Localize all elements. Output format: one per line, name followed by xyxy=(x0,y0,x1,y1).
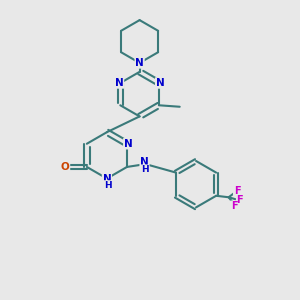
Text: N: N xyxy=(103,174,111,184)
Text: N: N xyxy=(115,78,124,88)
Text: N: N xyxy=(124,139,133,149)
Text: N: N xyxy=(140,157,149,167)
Text: F: F xyxy=(231,201,237,211)
Text: O: O xyxy=(61,162,70,172)
Text: H: H xyxy=(104,181,111,190)
Text: N: N xyxy=(156,78,164,88)
Text: H: H xyxy=(141,165,148,174)
Text: N: N xyxy=(135,58,144,68)
Text: F: F xyxy=(237,195,243,205)
Text: F: F xyxy=(234,186,240,196)
